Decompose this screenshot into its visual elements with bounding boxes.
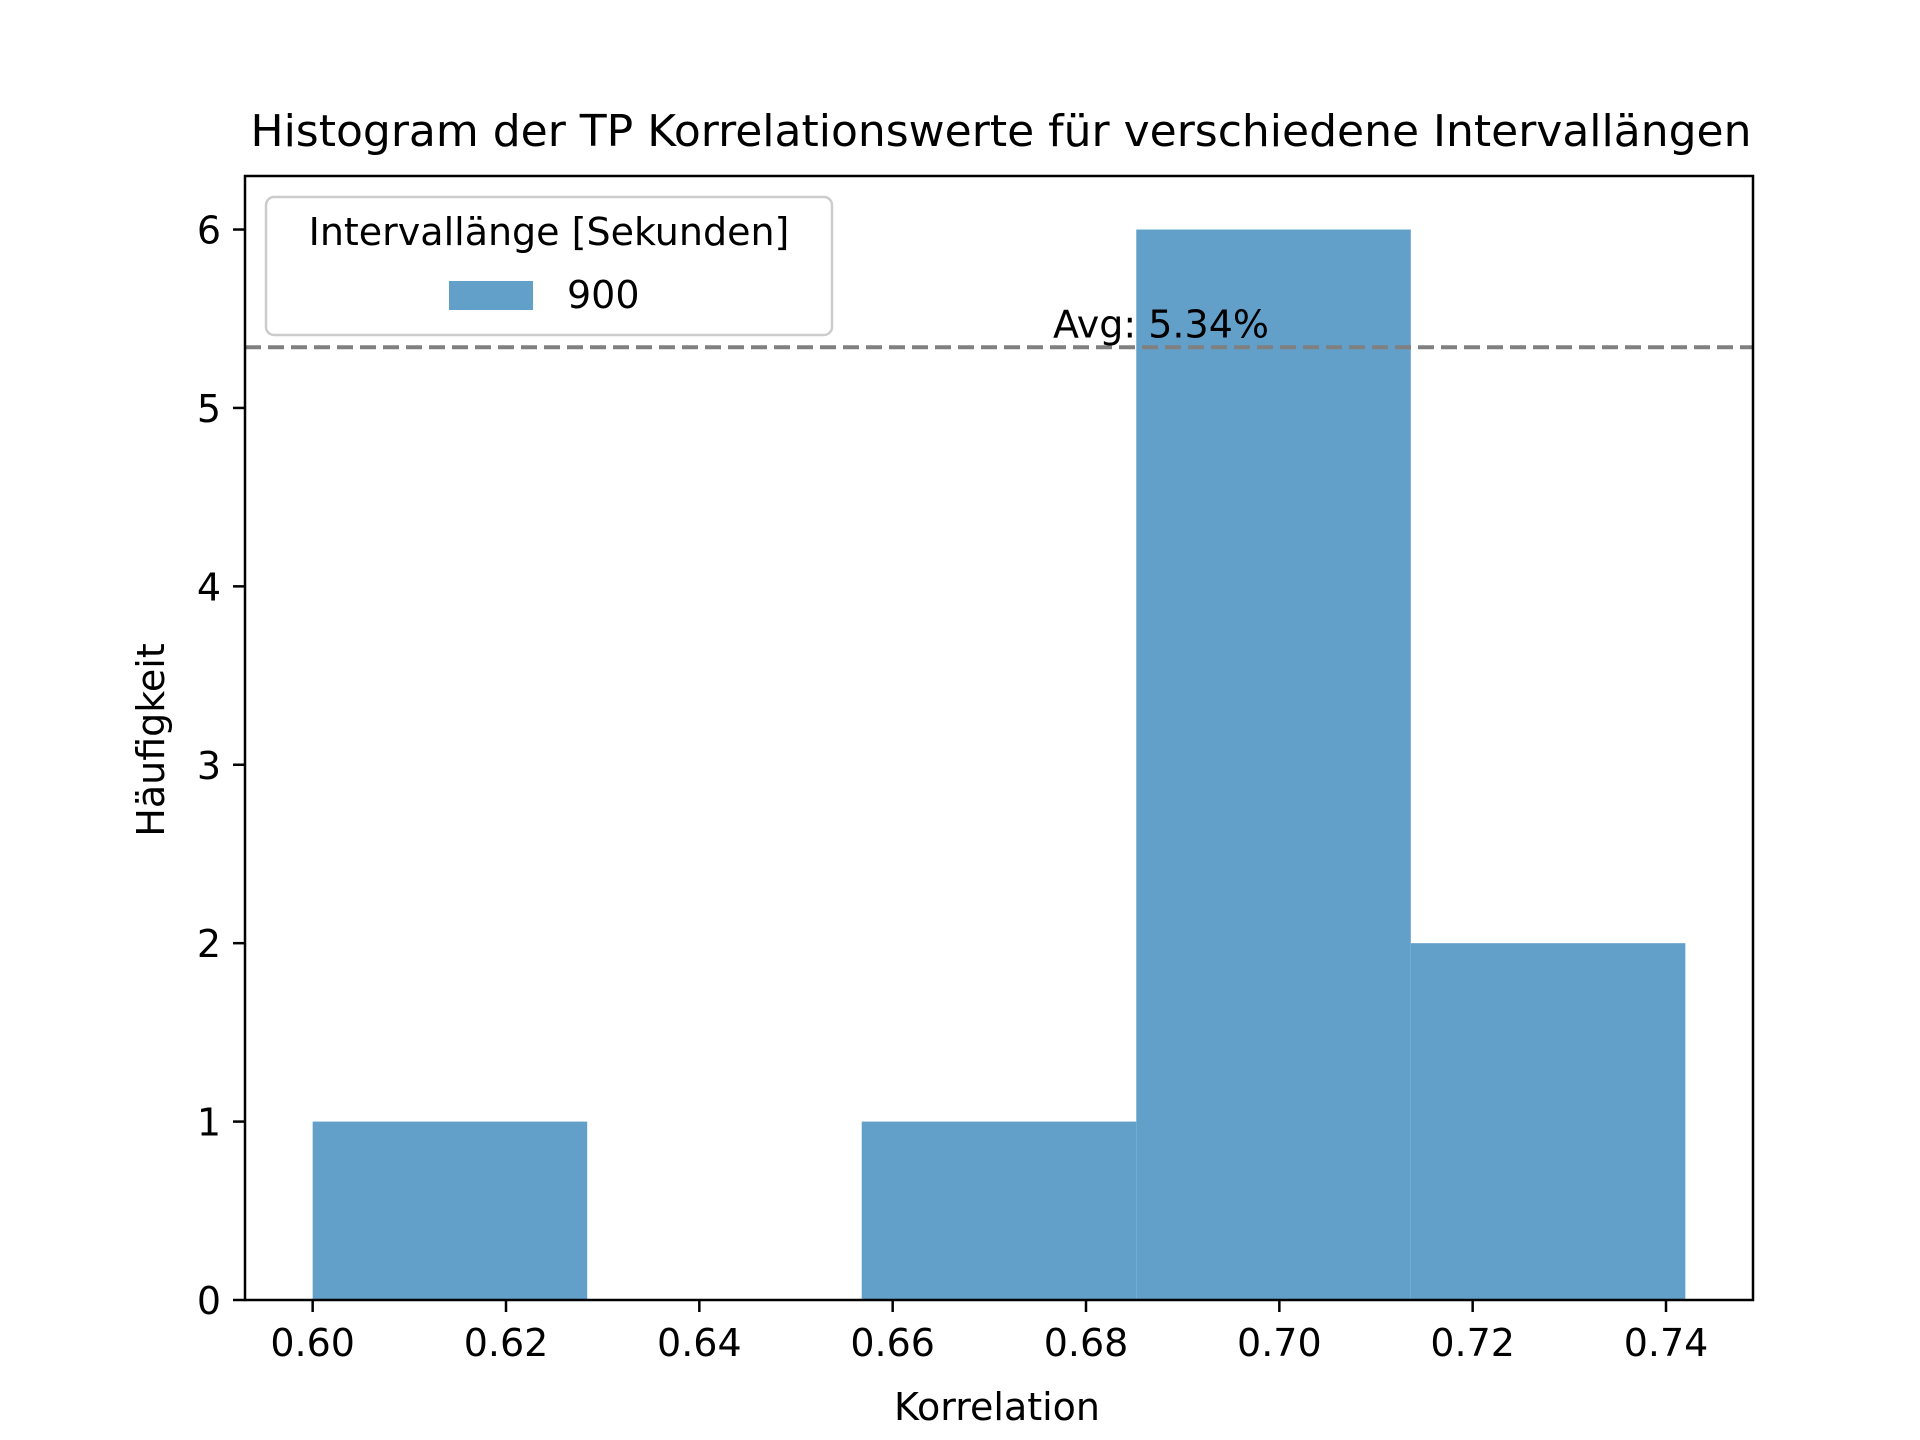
legend-box bbox=[264, 195, 834, 337]
x-tick-label: 0.72 bbox=[1430, 1321, 1515, 1365]
histogram-bar-2 bbox=[861, 1121, 1137, 1300]
reference-line-group: Avg: 5.34% bbox=[245, 302, 1753, 350]
bars-group bbox=[312, 229, 1686, 1300]
chart-title: Histogram der TP Korrelationswerte für v… bbox=[250, 106, 1751, 157]
y-axis-label: Häufigkeit bbox=[129, 643, 173, 837]
y-tick-label: 5 bbox=[197, 387, 221, 431]
x-tick-label: 0.64 bbox=[657, 1321, 742, 1365]
y-tick-label: 1 bbox=[197, 1101, 221, 1145]
x-tick-label: 0.62 bbox=[464, 1321, 549, 1365]
average-label: Avg: 5.34% bbox=[1053, 302, 1269, 346]
x-tick-label: 0.60 bbox=[270, 1321, 355, 1365]
x-axis-label: Korrelation bbox=[894, 1385, 1100, 1429]
x-tick-label: 0.66 bbox=[850, 1321, 935, 1365]
y-tick-label: 6 bbox=[197, 209, 221, 253]
y-tick-label: 4 bbox=[197, 565, 221, 609]
y-tick-label: 2 bbox=[197, 922, 221, 966]
x-tick-label: 0.68 bbox=[1044, 1321, 1129, 1365]
x-tick-label: 0.70 bbox=[1237, 1321, 1322, 1365]
x-tick-label: 0.74 bbox=[1624, 1321, 1709, 1365]
x-axis: 0.60 0.62 0.64 0.66 0.68 0.70 0.72 0.74 bbox=[270, 1300, 1708, 1365]
histogram-bar-0 bbox=[312, 1121, 588, 1300]
y-axis: 0 1 2 3 4 5 6 bbox=[197, 209, 245, 1323]
y-tick-label: 0 bbox=[197, 1279, 221, 1323]
legend: Intervallänge [Sekunden] 900 bbox=[264, 195, 834, 337]
histogram-bar-3 bbox=[1136, 229, 1411, 1300]
plot-frame bbox=[243, 174, 1755, 1302]
legend-entry-900: 900 bbox=[567, 273, 640, 317]
legend-swatch-900 bbox=[449, 281, 533, 310]
histogram-bar-4 bbox=[1410, 943, 1686, 1300]
legend-title: Intervallänge [Sekunden] bbox=[309, 210, 790, 254]
y-tick-label: 3 bbox=[197, 744, 221, 788]
